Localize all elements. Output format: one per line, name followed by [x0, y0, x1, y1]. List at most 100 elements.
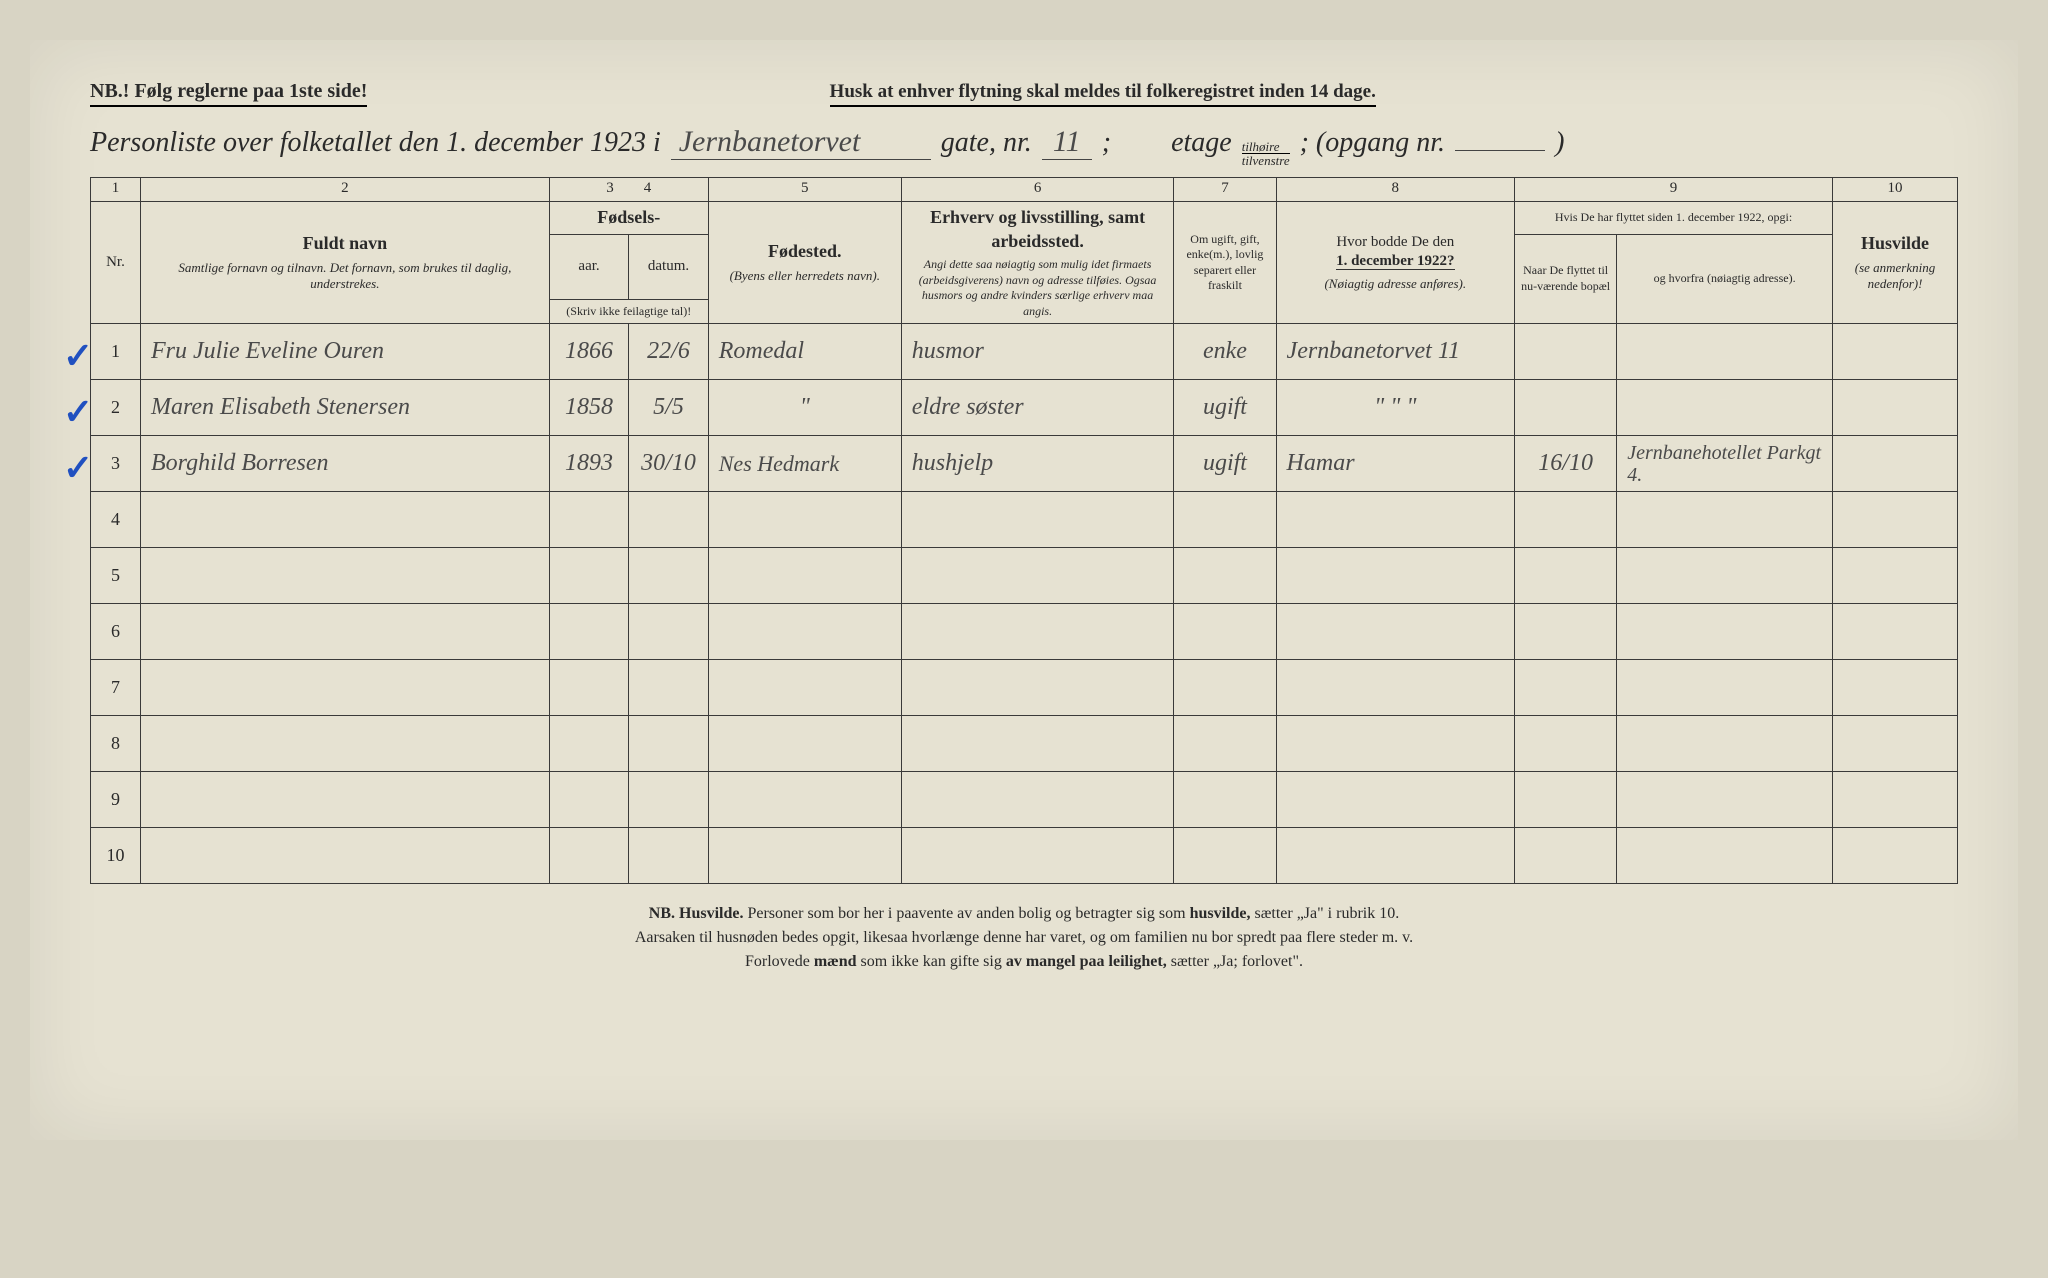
hdr-bodde: Hvor bodde De den 1. december 1922? (Nøi… [1276, 202, 1514, 324]
cell-erhverv: eldre søster [901, 380, 1174, 436]
row-nr: ✓3 [91, 436, 141, 492]
row-nr: 8 [91, 716, 141, 772]
cell-hvorfra: Jernbanehotellet Parkgt 4. [1617, 436, 1833, 492]
cell-aar: 1893 [549, 436, 628, 492]
census-table: 1 2 3 4 5 6 7 8 9 10 Nr. Fuldt navn Samt… [90, 177, 1958, 884]
cell-ugift: ugift [1174, 380, 1276, 436]
hdr-navn: Fuldt navn Samtlige fornavn og tilnavn. … [140, 202, 549, 324]
frac-top: tilhøire [1242, 140, 1290, 154]
colnum-1: 1 [91, 178, 141, 202]
table-row-empty: 6 [91, 604, 1958, 660]
cell-navn: Maren Elisabeth Stenersen [140, 380, 549, 436]
hdr-fodested: Fødested. (Byens eller herredets navn). [708, 202, 901, 324]
footer-l1b: Personer som bor her i paavente av anden… [747, 905, 1189, 922]
title-line: Personliste over folketallet den 1. dece… [90, 125, 1958, 167]
cell-bodde: Jernbanetorvet 11 [1276, 324, 1514, 380]
cell-naar [1515, 380, 1617, 436]
cell-fodested: " [708, 380, 901, 436]
hdr-ugift: Om ugift, gift, enke(m.), lovlig separer… [1174, 202, 1276, 324]
title-prefix: Personliste over folketallet den 1. dece… [90, 127, 661, 159]
footer-nb: NB. Husvilde. [649, 905, 744, 922]
semicolon-1: ; [1102, 127, 1111, 159]
cell-bodde: Hamar [1276, 436, 1514, 492]
cell-erhverv: hushjelp [901, 436, 1174, 492]
row-nr: ✓2 [91, 380, 141, 436]
row-nr: 7 [91, 660, 141, 716]
top-notes-row: NB.! Følg reglerne paa 1ste side! Husk a… [90, 80, 1958, 107]
table-row-empty: 10 [91, 828, 1958, 884]
cell-fodested: Nes Hedmark [708, 436, 901, 492]
nb-center-note: Husk at enhver flytning skal meldes til … [830, 81, 1376, 107]
cell-erhverv: husmor [901, 324, 1174, 380]
row-nr: ✓1 [91, 324, 141, 380]
census-form-page: NB.! Følg reglerne paa 1ste side! Husk a… [30, 40, 2018, 1140]
street-name-handwritten: Jernbanetorvet [671, 125, 931, 160]
row-nr: 5 [91, 548, 141, 604]
opgang-label: ; (opgang nr. [1300, 127, 1445, 159]
cell-navn: Borghild Borresen [140, 436, 549, 492]
cell-naar [1515, 324, 1617, 380]
table-row: ✓2 Maren Elisabeth Stenersen 1858 5/5 " … [91, 380, 1958, 436]
table-row-empty: 8 [91, 716, 1958, 772]
hdr-flyttet: Hvis De har flyttet siden 1. december 19… [1515, 202, 1833, 235]
cell-aar: 1866 [549, 324, 628, 380]
close-paren: ) [1555, 127, 1564, 159]
footer-l3c: som ikke kan gifte sig [861, 953, 1006, 970]
colnum-2: 2 [140, 178, 549, 202]
table-row-empty: 9 [91, 772, 1958, 828]
cell-ugift: ugift [1174, 436, 1276, 492]
footer-l1c: husvilde, [1190, 905, 1251, 922]
hdr-husvilde: Husvilde (se anmerkning nedenfor)! [1833, 202, 1958, 324]
table-row-empty: 5 [91, 548, 1958, 604]
cell-datum: 5/5 [629, 380, 708, 436]
row-nr: 10 [91, 828, 141, 884]
table-row: ✓3 Borghild Borresen 1893 30/10 Nes Hedm… [91, 436, 1958, 492]
cell-naar: 16/10 [1515, 436, 1617, 492]
cell-hvorfra [1617, 324, 1833, 380]
colnum-8: 8 [1276, 178, 1514, 202]
hdr-naar: Naar De flyttet til nu-værende bopæl [1515, 234, 1617, 324]
cell-bodde: " " " [1276, 380, 1514, 436]
cell-navn: Fru Julie Eveline Ouren [140, 324, 549, 380]
header-row-1: Nr. Fuldt navn Samtlige fornavn og tilna… [91, 202, 1958, 235]
cell-datum: 22/6 [629, 324, 708, 380]
column-number-row: 1 2 3 4 5 6 7 8 9 10 [91, 178, 1958, 202]
footer-l3d: av mangel paa leilighet, [1006, 953, 1167, 970]
hdr-aar: aar. [549, 234, 628, 299]
table-row: ✓1 Fru Julie Eveline Ouren 1866 22/6 Rom… [91, 324, 1958, 380]
checkmark-icon: ✓ [63, 447, 93, 489]
footer-l1d: sætter „Ja" i rubrik 10. [1254, 905, 1399, 922]
etage-fraction: tilhøire tilvenstre [1242, 140, 1290, 167]
colnum-5: 5 [708, 178, 901, 202]
hdr-fodsels: Fødsels- [549, 202, 708, 235]
hdr-nr: Nr. [91, 202, 141, 324]
colnum-7: 7 [1174, 178, 1276, 202]
hdr-fodsels-note: (Skriv ikke feilagtige tal)! [549, 299, 708, 324]
cell-hvorfra [1617, 380, 1833, 436]
table-row-empty: 7 [91, 660, 1958, 716]
hdr-erhverv: Erhverv og livsstilling, samt arbeidsste… [901, 202, 1174, 324]
table-row-empty: 4 [91, 492, 1958, 548]
footer-l3e: sætter „Ja; forlovet". [1171, 953, 1303, 970]
nb-left-note: NB.! Følg reglerne paa 1ste side! [90, 80, 367, 107]
row-nr: 6 [91, 604, 141, 660]
hdr-datum: datum. [629, 234, 708, 299]
cell-husvilde [1833, 436, 1958, 492]
hdr-hvorfra: og hvorfra (nøiagtig adresse). [1617, 234, 1833, 324]
census-table-wrap: 1 2 3 4 5 6 7 8 9 10 Nr. Fuldt navn Samt… [90, 177, 1958, 884]
footer-l2: Aarsaken til husnøden bedes opgit, likes… [635, 929, 1413, 946]
footer-note: NB. Husvilde. Personer som bor her i paa… [90, 902, 1958, 974]
row-nr: 9 [91, 772, 141, 828]
colnum-6: 6 [901, 178, 1174, 202]
footer-l3a: Forlovede [745, 953, 814, 970]
street-number-handwritten: 11 [1042, 125, 1092, 160]
cell-datum: 30/10 [629, 436, 708, 492]
colnum-9: 9 [1515, 178, 1833, 202]
etage-label: etage [1171, 127, 1232, 159]
checkmark-icon: ✓ [63, 391, 93, 433]
opgang-blank [1455, 150, 1545, 151]
cell-husvilde [1833, 324, 1958, 380]
row-nr: 4 [91, 492, 141, 548]
gate-label: gate, nr. [941, 127, 1032, 159]
cell-aar: 1858 [549, 380, 628, 436]
